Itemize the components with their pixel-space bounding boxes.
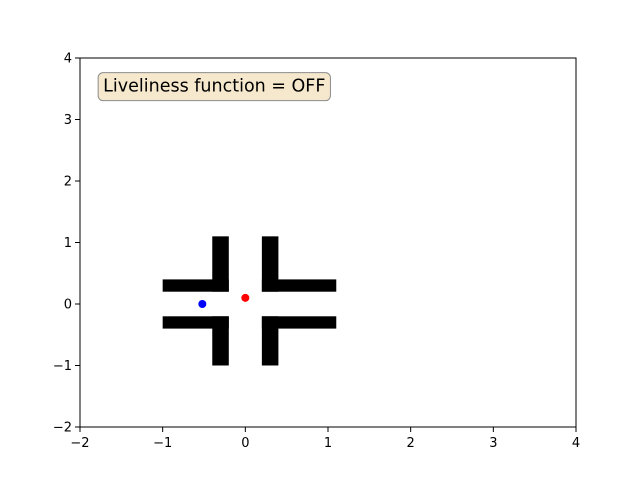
y-tick-label-2: 0 — [64, 298, 72, 313]
obstacle-rect-7 — [261, 316, 279, 366]
annotation-box: Liveliness function = OFF — [97, 72, 331, 102]
obstacle-rect-5 — [212, 316, 229, 366]
obstacle-rect-6 — [261, 316, 337, 329]
y-tick-label-5: 3 — [64, 113, 72, 128]
obstacle-rect-1 — [212, 236, 229, 292]
x-tick-label-5: 3 — [489, 436, 497, 451]
data-points — [198, 293, 250, 308]
x-tick-label-4: 2 — [407, 436, 415, 451]
data-point-1 — [241, 293, 250, 302]
y-axis: −2 −1 0 1 2 3 4 — [53, 52, 80, 436]
annotation-background — [97, 72, 331, 102]
x-tick-label-1: −1 — [153, 436, 172, 451]
obstacle-rect-3 — [261, 236, 279, 292]
x-tick-label-0: −2 — [70, 436, 89, 451]
y-tick-label-0: −2 — [53, 421, 72, 436]
obstacle-rect-2 — [261, 279, 337, 292]
y-tick-label-3: 1 — [64, 236, 72, 251]
y-tick-label-6: 4 — [64, 52, 72, 67]
x-tick-label-2: 0 — [241, 436, 249, 451]
x-tick-label-3: 1 — [324, 436, 332, 451]
x-tick-label-6: 4 — [572, 436, 580, 451]
x-axis: −2 −1 0 1 2 3 4 — [70, 427, 580, 451]
obstacles — [162, 236, 337, 366]
y-tick-label-1: −1 — [53, 359, 72, 374]
data-point-0 — [198, 300, 207, 308]
y-tick-label-4: 2 — [64, 175, 72, 190]
annotation-text: Liveliness function = OFF — [103, 77, 325, 97]
plot-area — [80, 58, 576, 427]
